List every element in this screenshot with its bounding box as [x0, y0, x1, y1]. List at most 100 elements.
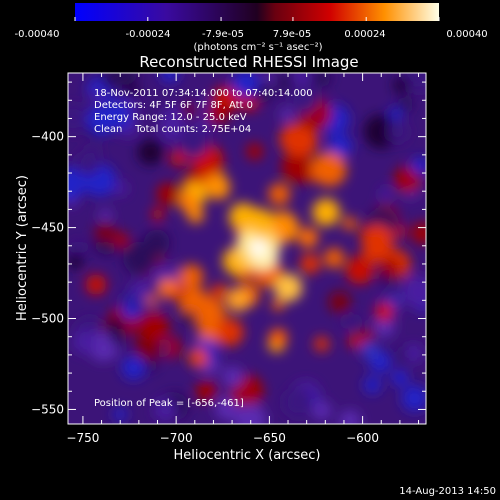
image-peak: [250, 239, 267, 256]
image-cool-blob: [392, 370, 408, 386]
image-blob: [231, 73, 259, 97]
image-blob: [401, 275, 426, 308]
image-blob: [121, 355, 146, 380]
image-blob: [312, 400, 332, 421]
image-blob: [151, 207, 165, 221]
image-bright-blob: [206, 175, 231, 200]
image-blob: [379, 187, 393, 201]
colorbar-ticks: [74, 17, 440, 21]
image-blob: [177, 125, 210, 158]
plot-frame: [67, 72, 427, 425]
image-blob: [113, 232, 130, 249]
image-blob: [123, 83, 139, 98]
image-blob: [279, 123, 312, 156]
annotation-peak-position: Position of Peak = [-656,-461]: [94, 398, 244, 409]
colorbar: [75, 3, 439, 21]
image-blob: [268, 183, 291, 206]
image-blob: [94, 221, 116, 243]
y-tick-label-2: −500: [31, 312, 64, 326]
image-blob: [178, 264, 204, 289]
image-blob: [87, 144, 100, 157]
image-blob: [361, 224, 394, 258]
image-blob: [119, 113, 132, 126]
image-blob: [113, 407, 127, 422]
image-blob: [222, 366, 244, 388]
image-blob: [137, 139, 164, 166]
image-blob: [328, 134, 353, 159]
annotation-energy-range: Energy Range: 12.0 - 25.0 keV: [94, 112, 247, 123]
image-blob: [363, 376, 381, 394]
image-blob: [72, 241, 85, 254]
image-blob: [99, 208, 112, 222]
image-blob: [328, 291, 351, 314]
image-blob: [279, 107, 294, 122]
image-blob: [215, 318, 244, 347]
image-blob: [281, 151, 313, 183]
image-blob: [68, 167, 86, 201]
image-blob: [283, 387, 314, 418]
image-blob: [393, 76, 410, 93]
image-bright-blob: [250, 209, 275, 234]
image-blob: [101, 73, 124, 90]
timestamp: 14-Aug-2013 14:50: [399, 486, 496, 497]
image-blob: [228, 202, 258, 231]
image-blob: [364, 114, 398, 149]
colorbar-tick-label-2: -7.9e-05: [202, 29, 244, 40]
image-blob: [404, 344, 424, 363]
x-tick-label-0: −750: [66, 431, 99, 445]
annotation-time-range: 18-Nov-2011 07:34:14.000 to 07:40:14.000: [94, 88, 313, 99]
annotation-detectors: Detectors: 4F 5F 6F 7F 8F, Att 0: [94, 100, 253, 111]
image-blob: [156, 182, 180, 206]
colorbar-tick-label-5: 0.00040: [446, 29, 487, 40]
image-blob: [76, 151, 101, 175]
image-blob: [374, 301, 395, 322]
chart-title: Reconstructed RHESSI Image: [139, 53, 358, 71]
colorbar-unit-label: (photons cm⁻² s⁻¹ asec⁻²): [193, 42, 322, 53]
image-blob: [85, 274, 107, 296]
image-blob: [143, 357, 158, 372]
image-blob: [274, 73, 292, 92]
image-blob: [314, 336, 330, 352]
image-blob: [312, 198, 340, 226]
image-bright-blob: [298, 227, 319, 248]
image-cool-blob: [361, 341, 379, 359]
image-blob: [159, 114, 186, 141]
image-blob: [347, 333, 363, 349]
image-cool-blob: [122, 292, 138, 308]
image-blob: [207, 102, 229, 125]
y-axis-label: Heliocentric Y (arcsec): [15, 175, 30, 321]
image-bright-blob: [269, 328, 288, 347]
image-blob: [310, 152, 345, 186]
heatmap-image: [68, 73, 426, 424]
image-blob: [387, 121, 409, 143]
image-blob: [311, 73, 331, 88]
axes: −750 −700 −650 −600 −400 −450 −500 −550: [31, 73, 426, 445]
image-blob: [389, 107, 403, 121]
image-blob: [323, 247, 345, 269]
image-blob: [198, 98, 211, 111]
image-blob: [91, 90, 104, 104]
image-bright-blob: [178, 191, 199, 212]
image-blob: [160, 73, 180, 83]
image-blob: [182, 102, 197, 117]
image-blob: [411, 156, 426, 175]
image-blob: [234, 403, 267, 424]
image-blob: [398, 96, 414, 112]
image-blob: [211, 283, 228, 300]
image-blob: [411, 221, 426, 245]
image-blob: [154, 398, 177, 422]
image-blob: [68, 253, 84, 270]
image-blob: [170, 149, 187, 167]
image-blob: [72, 330, 97, 355]
image-blob: [372, 315, 396, 338]
colorbar-tick-label-3: 7.9e-05: [273, 29, 311, 40]
image-blob: [271, 298, 284, 311]
image-blob: [214, 396, 240, 421]
image-bright-blob: [274, 273, 303, 302]
image-blob: [109, 328, 127, 346]
image-blob: [401, 385, 426, 412]
image-cool-blob: [388, 293, 402, 307]
x-tick-label-3: −600: [346, 431, 379, 445]
image-blob: [300, 253, 321, 274]
